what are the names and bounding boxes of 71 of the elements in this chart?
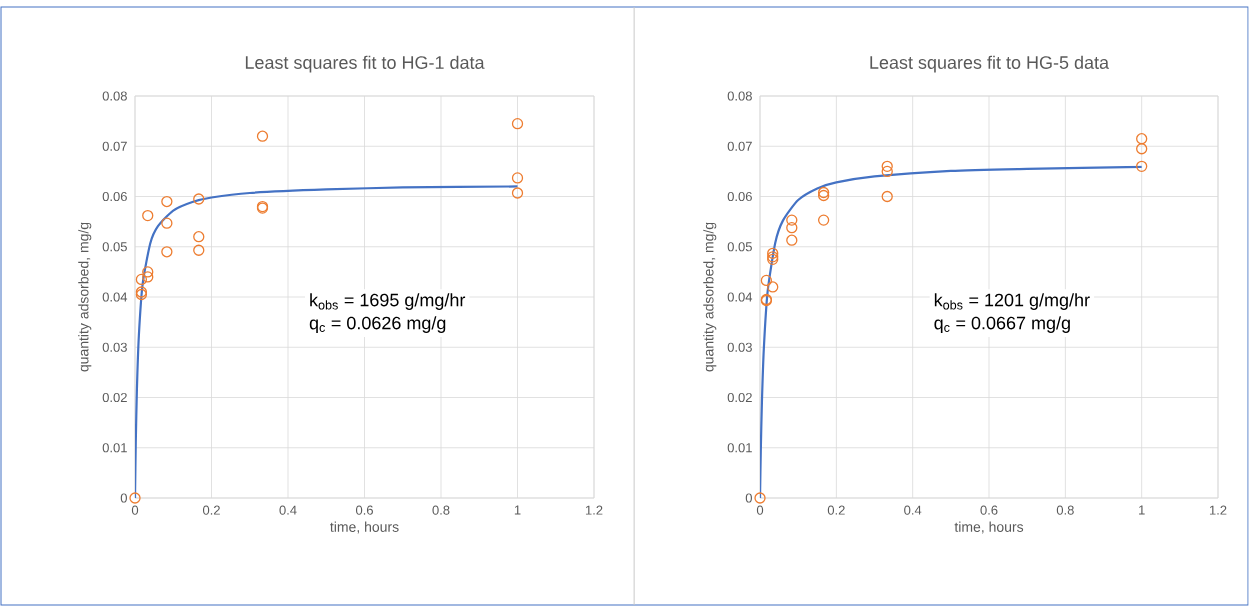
y-tick-label: 0.04 [727,292,753,302]
point [881,165,893,178]
point [142,271,154,283]
point [786,214,798,226]
point [161,217,173,229]
annotation: k$_{obs}$ = 1695 g/mg/hr [310,293,466,310]
point [142,266,154,278]
y-tick-label: 0.08 [727,91,752,101]
y-tick-label: 0.02 [102,392,127,403]
point [193,231,205,243]
y-tick-label: 0 [120,493,127,503]
point [511,172,524,184]
point [161,195,173,208]
x-tick-label: 0.8 [1056,505,1074,515]
point [1136,143,1148,155]
x-tick-label: 1 [1139,505,1145,515]
point [760,274,773,287]
x-tick-label: 0.2 [827,505,845,515]
x-tick-label: 1.2 [585,505,603,515]
point [767,247,779,259]
annotation: k$_{obs}$ = 1201 g/mg/hr [934,293,1090,310]
x-tick-label: 0 [756,505,764,515]
x-tick-label: 0.8 [432,505,450,515]
y-tick-label: 0.08 [102,91,127,101]
chart-title: Least squares fit to HG-1 data [245,55,485,73]
x-tick-label: 0.6 [355,505,373,515]
point [1136,133,1148,145]
point [817,214,830,226]
y-tick-label: 0.07 [727,141,752,151]
x-tick-label: 0.4 [279,505,297,515]
point [511,187,524,199]
point [754,492,766,504]
x-axis-title: time, hours [330,521,399,534]
y-tick-label: 0.07 [102,141,127,151]
point [193,193,205,205]
y-tick-label: 0 [745,493,752,503]
point [129,492,141,504]
x-tick-label: 0.4 [904,505,922,515]
point [511,118,524,130]
y-tick-label: 0.05 [102,242,127,252]
point [256,130,269,142]
y-tick-label: 0.06 [727,191,752,202]
point [161,246,173,258]
point [193,244,205,256]
y-tick-label: 0.04 [102,292,128,302]
point [135,273,148,286]
chart-title: Least squares fit to HG-5 data [870,55,1110,73]
y-axis-title: quantity adsorbed, mg/g [703,222,717,372]
point [1136,160,1148,173]
y-axis-title: quantity adsorbed, mg/g [78,222,92,372]
point [881,160,893,173]
y-tick-label: 0.02 [727,392,752,403]
x-tick-label: 0.2 [202,505,220,515]
x-tick-label: 1 [514,505,521,515]
point [142,209,154,222]
annotation: q$_{c}$ = 0.0626 mg/g [309,316,446,333]
x-tick-label: 0.6 [980,505,998,515]
y-tick-label: 0.01 [727,443,752,453]
y-tick-label: 0.01 [102,443,127,453]
y-tick-label: 0.06 [102,191,127,202]
y-tick-label: 0.05 [727,242,752,252]
point [767,281,779,293]
x-tick-label: 0 [131,505,139,515]
y-tick-label: 0.03 [102,342,127,352]
point [786,222,798,234]
x-axis-title: time, hours [954,521,1024,534]
y-tick-label: 0.03 [727,342,752,352]
annotation: q$_{c}$ = 0.0667 mg/g [934,316,1070,333]
point [881,190,893,203]
x-tick-label: 1.2 [1209,505,1227,515]
point [786,234,798,246]
